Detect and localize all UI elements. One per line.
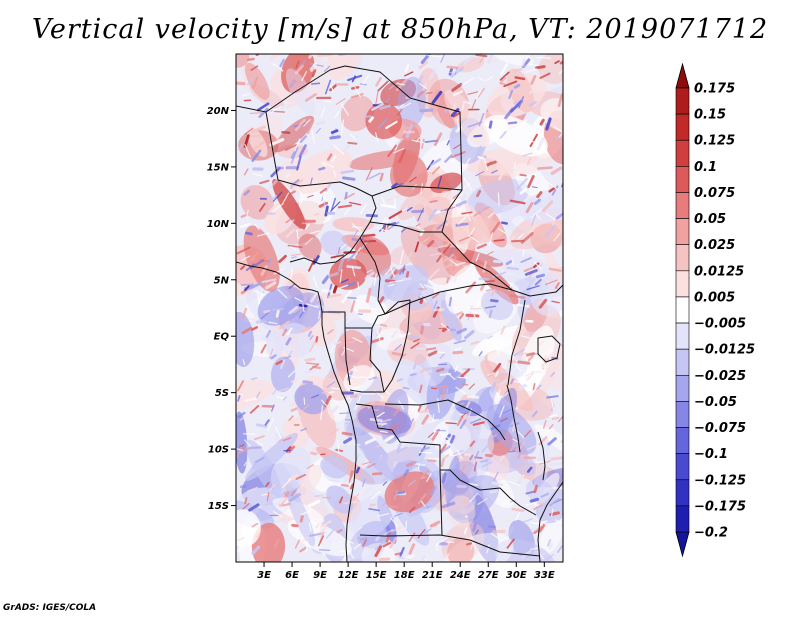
colorbar-bottom-arrow [675,531,690,558]
colorbar-label: −0.175 [694,499,746,514]
congo-borders [322,299,506,441]
lon-tick-label: 24E [450,570,471,581]
colorbar-segment [675,479,690,507]
central-borders [265,111,513,315]
colorbar-label: −0.025 [694,369,746,384]
colorbar-segment [675,244,690,272]
colorbar-segment [675,218,690,246]
colorbar-label: 0.0125 [694,264,744,279]
lon-tick-label: 12E [338,570,359,581]
west-africa-coastline [236,261,357,562]
colorbar-label: −0.2 [694,526,728,541]
colorbar-segment [675,87,690,115]
colorbar-segment [675,427,690,454]
colorbar-label: 0.1 [694,160,717,175]
colorbar-segment [675,296,690,324]
lat-tick-label: EQ [214,332,230,343]
lat-tick-label: 15N [207,162,230,173]
map-panel [235,53,564,563]
colorbar-segment [675,322,690,350]
footer-credit: GrADS: IGES/COLA [3,603,97,613]
map-title: Vertical velocity [m/s] at 850hPa, VT: 2… [31,14,769,45]
lat-tick-label: 15S [208,501,229,512]
lat-tick-label: 10S [208,445,229,456]
lake-victoria [537,335,561,363]
colorbar-segment [675,139,690,167]
lon-tick-label: 6E [285,570,299,581]
colorbar-segment [675,166,690,193]
lon-tick-label: 15E [366,570,387,581]
colorbar-segment [675,113,690,141]
lon-tick-label: 30E [506,570,527,581]
colorbar-segment [675,374,690,402]
lat-tick-label: 5S [215,388,229,399]
colorbar-label: 0.05 [694,212,726,227]
colorbar-segment [675,270,690,298]
colorbar-segment [675,505,690,533]
colorbar-label: −0.005 [694,317,746,332]
colorbar-label: 0.175 [694,82,735,97]
colorbar-label: 0.075 [694,186,735,201]
lake-malawi [537,431,546,481]
lon-tick-label: 18E [394,570,415,581]
lat-tick-label: 5N [214,275,230,286]
colorbar-label: −0.125 [694,473,746,488]
lon-tick-label: 21E [422,570,443,581]
lon-tick-label: 27E [478,570,499,581]
colorbar-label: 0.125 [694,134,735,149]
colorbar-label: 0.15 [694,108,726,123]
lat-tick-label: 20N [207,106,230,117]
southern-borders [355,299,541,557]
country-boundaries [236,65,563,562]
longitude-axis: 3E 6E 9E 12E 15E 18E 21E 24E 27E 30E 33E [257,562,555,581]
colorbar-label: −0.075 [694,421,746,436]
lon-tick-label: 3E [257,570,271,581]
lon-tick-label: 33E [534,570,555,581]
colorbar-label: 0.005 [694,290,735,305]
east-coastline [537,481,563,562]
colorbar-segment [675,192,690,219]
colorbar-label: −0.05 [694,395,737,410]
lon-tick-label: 9E [313,570,327,581]
colorbar-segment [675,348,690,376]
map-frame [235,53,564,563]
colorbar-top-arrow [675,62,690,89]
colorbar-label: −0.1 [694,447,728,462]
colorbar: 0.175 0.15 0.125 0.1 0.075 0.05 0.025 0.0125 0.0… [675,62,755,558]
latitude-axis: 20N 15N 10N 5N EQ 5S 10S 15S [207,106,236,512]
lat-tick-label: 10N [207,219,230,230]
colorbar-label: −0.0125 [694,343,755,358]
colorbar-label: 0.025 [694,238,735,253]
lake-tanganyika [506,384,521,453]
colorbar-segment [675,401,690,428]
colorbar-segment [675,453,690,481]
